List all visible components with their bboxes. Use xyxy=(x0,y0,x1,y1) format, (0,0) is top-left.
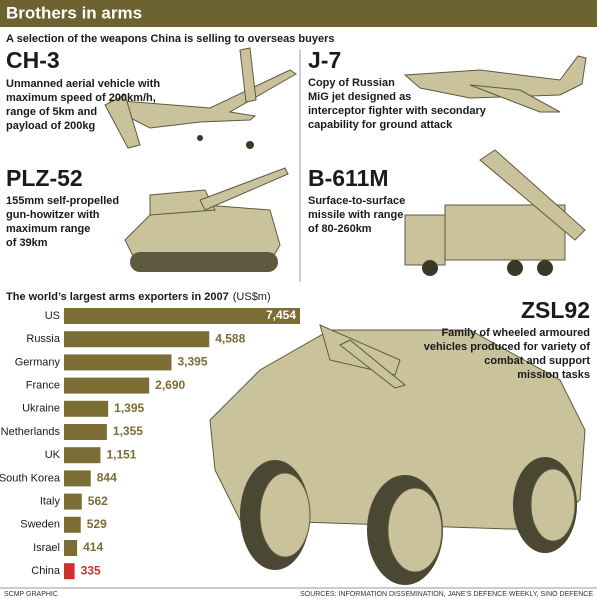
bar xyxy=(64,354,172,371)
weapon-description: Unmanned aerial vehicle with xyxy=(6,78,160,90)
header-bar xyxy=(0,0,597,27)
category-label: Netherlands xyxy=(1,426,61,438)
category-label: China xyxy=(31,565,61,577)
bar xyxy=(64,308,300,324)
value-label: 4,588 xyxy=(215,331,245,345)
weapon-name: J-7 xyxy=(308,47,341,73)
weapon-description: Copy of Russian xyxy=(308,77,395,89)
category-label: South Korea xyxy=(0,472,61,484)
bar xyxy=(64,400,109,417)
value-label: 7,454 xyxy=(266,308,296,322)
howitzer-illustration xyxy=(124,167,289,272)
category-label: France xyxy=(26,380,60,392)
value-label: 3,395 xyxy=(177,355,207,369)
weapon-description: MiG jet designed as xyxy=(308,91,411,103)
value-label: 844 xyxy=(97,471,117,485)
weapon-name: ZSL92 xyxy=(521,297,590,323)
value-label: 414 xyxy=(83,540,103,554)
weapon-description: Family of wheeled armoured xyxy=(441,327,590,339)
weapon-name: B-611M xyxy=(308,165,389,191)
bar xyxy=(64,447,101,464)
sources: SOURCES: INFORMATION DISSEMINATION, JANE… xyxy=(300,591,593,598)
launcher-illustration xyxy=(404,149,586,276)
weapon-description: range of 5km and xyxy=(6,106,97,118)
value-label: 335 xyxy=(81,563,101,577)
title: Brothers in arms xyxy=(6,3,142,22)
weapon-description: combat and support xyxy=(484,355,590,367)
bar xyxy=(64,516,81,533)
bar xyxy=(64,563,75,580)
weapon-description: missile with range xyxy=(308,209,403,221)
value-label: 1,355 xyxy=(113,424,143,438)
jet-illustration xyxy=(403,55,587,113)
weapon-description: mission tasks xyxy=(517,369,590,381)
value-label: 1,395 xyxy=(114,401,144,415)
value-label: 529 xyxy=(87,517,107,531)
bar xyxy=(64,377,150,394)
bar xyxy=(64,331,210,348)
chart-unit: (US$m) xyxy=(233,291,271,303)
weapon-description: maximum speed of 200km/h, xyxy=(6,92,156,104)
weapon-description: vehicles produced for variety of xyxy=(424,341,591,353)
value-label: 1,151 xyxy=(106,447,136,461)
vehicle-illustration xyxy=(209,324,586,585)
category-label: Israel xyxy=(33,542,60,554)
chart-title: The world’s largest arms exporters in 20… xyxy=(6,291,229,303)
category-label: Ukraine xyxy=(22,403,60,415)
bar xyxy=(64,540,78,556)
weapon-description: maximum range xyxy=(6,223,90,235)
weapon-description: of 39km xyxy=(6,237,48,249)
category-label: US xyxy=(45,310,60,322)
weapon-description: of 80-260km xyxy=(308,223,372,235)
weapon-description: interceptor fighter with secondary xyxy=(308,105,487,117)
weapon-description: 155mm self-propelled xyxy=(6,195,119,207)
subtitle: A selection of the weapons China is sell… xyxy=(6,33,334,45)
weapon-description: capability for ground attack xyxy=(308,119,453,131)
category-label: Sweden xyxy=(20,519,60,531)
weapon-description: Surface-to-surface xyxy=(308,195,405,207)
weapon-description: gun-howitzer with xyxy=(6,209,100,221)
credit: SCMP GRAPHIC xyxy=(4,591,58,598)
category-label: Russia xyxy=(26,333,61,345)
drone-illustration xyxy=(104,47,297,149)
bar xyxy=(64,493,82,510)
category-label: UK xyxy=(45,449,61,461)
bar xyxy=(64,470,91,487)
category-label: Germany xyxy=(15,356,61,368)
weapon-name: PLZ-52 xyxy=(6,165,83,191)
category-label: Italy xyxy=(40,496,61,508)
bar xyxy=(64,424,107,440)
weapon-name: CH-3 xyxy=(6,47,60,73)
value-label: 562 xyxy=(88,494,108,508)
weapon-description: payload of 200kg xyxy=(6,120,95,132)
value-label: 2,690 xyxy=(155,378,185,392)
